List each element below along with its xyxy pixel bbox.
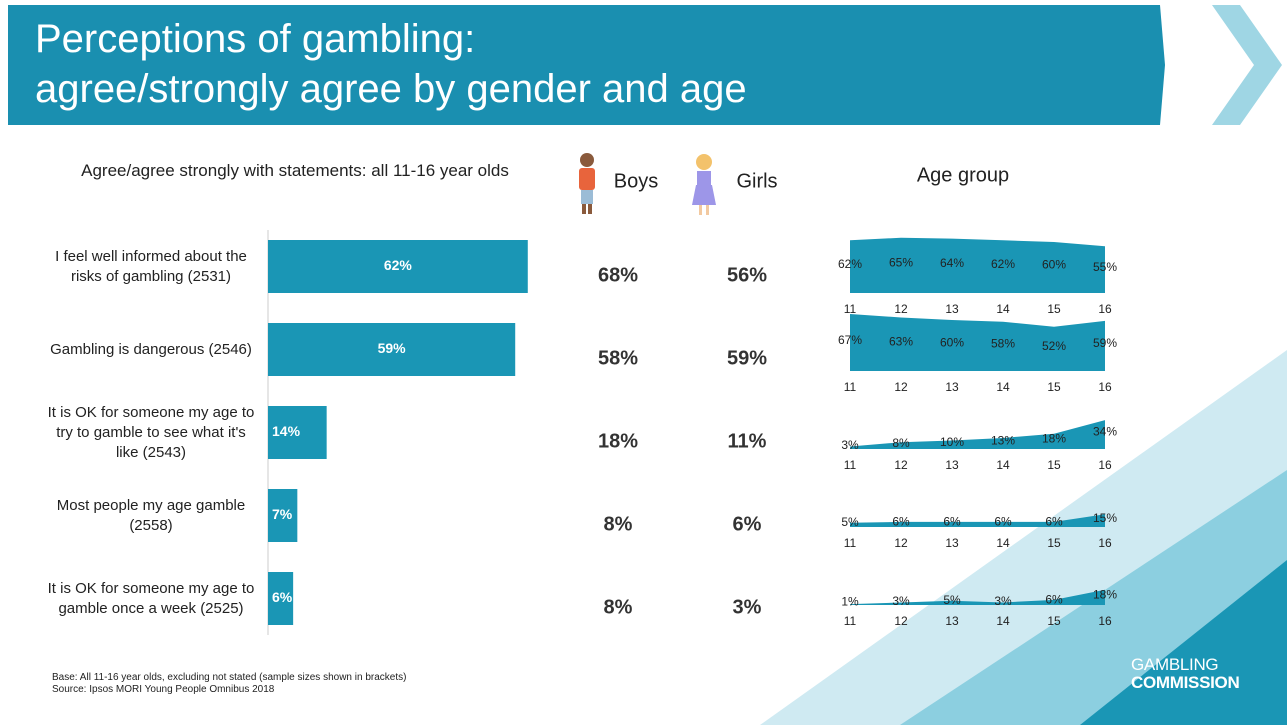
x-tick-label: 14 xyxy=(996,458,1010,472)
x-tick-label: 11 xyxy=(844,380,857,394)
footnote: Source: Ipsos MORI Young People Omnibus … xyxy=(52,684,274,695)
area-value-label: 64% xyxy=(940,256,964,270)
bar-value-label: 59% xyxy=(378,340,407,356)
area-value-label: 59% xyxy=(1093,336,1117,350)
footnote: Base: All 11-16 year olds, excluding not… xyxy=(52,672,406,683)
girl-icon xyxy=(692,154,716,215)
x-tick-label: 12 xyxy=(894,458,908,472)
bar-value-label: 62% xyxy=(384,257,413,273)
area-value-label: 3% xyxy=(841,438,859,452)
x-tick-label: 14 xyxy=(996,536,1010,550)
gender-header: Boys xyxy=(614,170,658,192)
boy-icon xyxy=(579,153,595,214)
x-tick-label: 16 xyxy=(1098,380,1112,394)
x-tick-label: 11 xyxy=(844,458,857,472)
area-value-label: 62% xyxy=(838,257,862,271)
gender-value: 6% xyxy=(733,513,762,535)
gender-value: 56% xyxy=(727,264,767,286)
chart-title: Agree/agree strongly with statements: al… xyxy=(60,160,530,182)
area-value-label: 67% xyxy=(838,333,862,347)
area-value-label: 18% xyxy=(1093,588,1117,602)
area-value-label: 55% xyxy=(1093,260,1117,274)
bar-value-label: 14% xyxy=(272,423,301,439)
area-value-label: 3% xyxy=(994,594,1012,608)
header-chevron xyxy=(1212,5,1282,125)
gender-header: Girls xyxy=(736,170,777,192)
x-tick-label: 12 xyxy=(894,536,908,550)
area-value-label: 18% xyxy=(1042,432,1066,446)
gender-value: 11% xyxy=(728,430,767,452)
area-value-label: 6% xyxy=(1045,515,1063,529)
x-tick-label: 15 xyxy=(1047,614,1061,628)
x-tick-label: 14 xyxy=(996,302,1010,316)
x-tick-label: 13 xyxy=(945,536,959,550)
bar-value-label: 7% xyxy=(272,506,293,522)
category-label: I feel well informed about the risks of … xyxy=(46,247,256,287)
gender-value: 59% xyxy=(727,347,767,369)
area-value-label: 1% xyxy=(841,595,859,609)
category-label: Gambling is dangerous (2546) xyxy=(46,340,256,360)
category-label: It is OK for someone my age to gamble on… xyxy=(46,579,256,619)
x-tick-label: 16 xyxy=(1098,302,1112,316)
area-value-label: 65% xyxy=(889,256,913,270)
logo-text: GAMBLING xyxy=(1131,656,1218,673)
area-value-label: 5% xyxy=(841,515,859,529)
bar-value-label: 6% xyxy=(272,589,293,605)
gender-value: 58% xyxy=(598,347,638,369)
gender-value: 3% xyxy=(733,596,762,618)
slide-title: Perceptions of gambling: agree/strongly … xyxy=(35,14,747,114)
x-tick-label: 14 xyxy=(996,614,1010,628)
x-tick-label: 16 xyxy=(1098,614,1112,628)
gender-value: 18% xyxy=(598,430,638,452)
area-title: Age group xyxy=(917,164,1009,186)
area-value-label: 6% xyxy=(1045,593,1063,607)
x-tick-label: 13 xyxy=(945,380,959,394)
area-value-label: 8% xyxy=(892,436,910,450)
area-value-label: 3% xyxy=(892,594,910,608)
area-value-label: 6% xyxy=(892,515,910,529)
category-label: It is OK for someone my age to try to ga… xyxy=(46,403,256,463)
category-label: Most people my age gamble (2558) xyxy=(46,496,256,536)
x-tick-label: 11 xyxy=(844,614,857,628)
x-tick-label: 16 xyxy=(1098,536,1112,550)
area xyxy=(850,420,1105,449)
area-value-label: 15% xyxy=(1093,511,1117,525)
logo-text: COMMISSION xyxy=(1131,674,1239,691)
x-tick-label: 15 xyxy=(1047,458,1061,472)
gender-value: 8% xyxy=(604,596,633,618)
x-tick-label: 16 xyxy=(1098,458,1112,472)
x-tick-label: 13 xyxy=(945,614,959,628)
area-value-label: 5% xyxy=(943,593,961,607)
x-tick-label: 11 xyxy=(844,536,857,550)
area-value-label: 58% xyxy=(991,337,1015,351)
area-value-label: 6% xyxy=(994,515,1012,529)
gender-value: 8% xyxy=(604,513,633,535)
area-value-label: 6% xyxy=(943,515,961,529)
x-tick-label: 12 xyxy=(894,380,908,394)
area-value-label: 52% xyxy=(1042,339,1066,353)
area-value-label: 34% xyxy=(1093,425,1117,439)
x-tick-label: 13 xyxy=(945,302,959,316)
area-value-label: 60% xyxy=(940,336,964,350)
x-tick-label: 15 xyxy=(1047,380,1061,394)
x-tick-label: 12 xyxy=(894,614,908,628)
area-value-label: 60% xyxy=(1042,258,1066,272)
area-value-label: 10% xyxy=(940,435,964,449)
area-value-label: 63% xyxy=(889,334,913,348)
slide: Boys Girls Age group 62% 59% 14% 7% 6% 62% 11 6… xyxy=(0,0,1287,725)
x-tick-label: 13 xyxy=(945,458,959,472)
area-value-label: 13% xyxy=(991,434,1015,448)
x-tick-label: 15 xyxy=(1047,302,1061,316)
x-tick-label: 12 xyxy=(894,302,908,316)
gender-value: 68% xyxy=(598,264,638,286)
area-value-label: 62% xyxy=(991,257,1015,271)
x-tick-label: 15 xyxy=(1047,536,1061,550)
x-tick-label: 14 xyxy=(996,380,1010,394)
